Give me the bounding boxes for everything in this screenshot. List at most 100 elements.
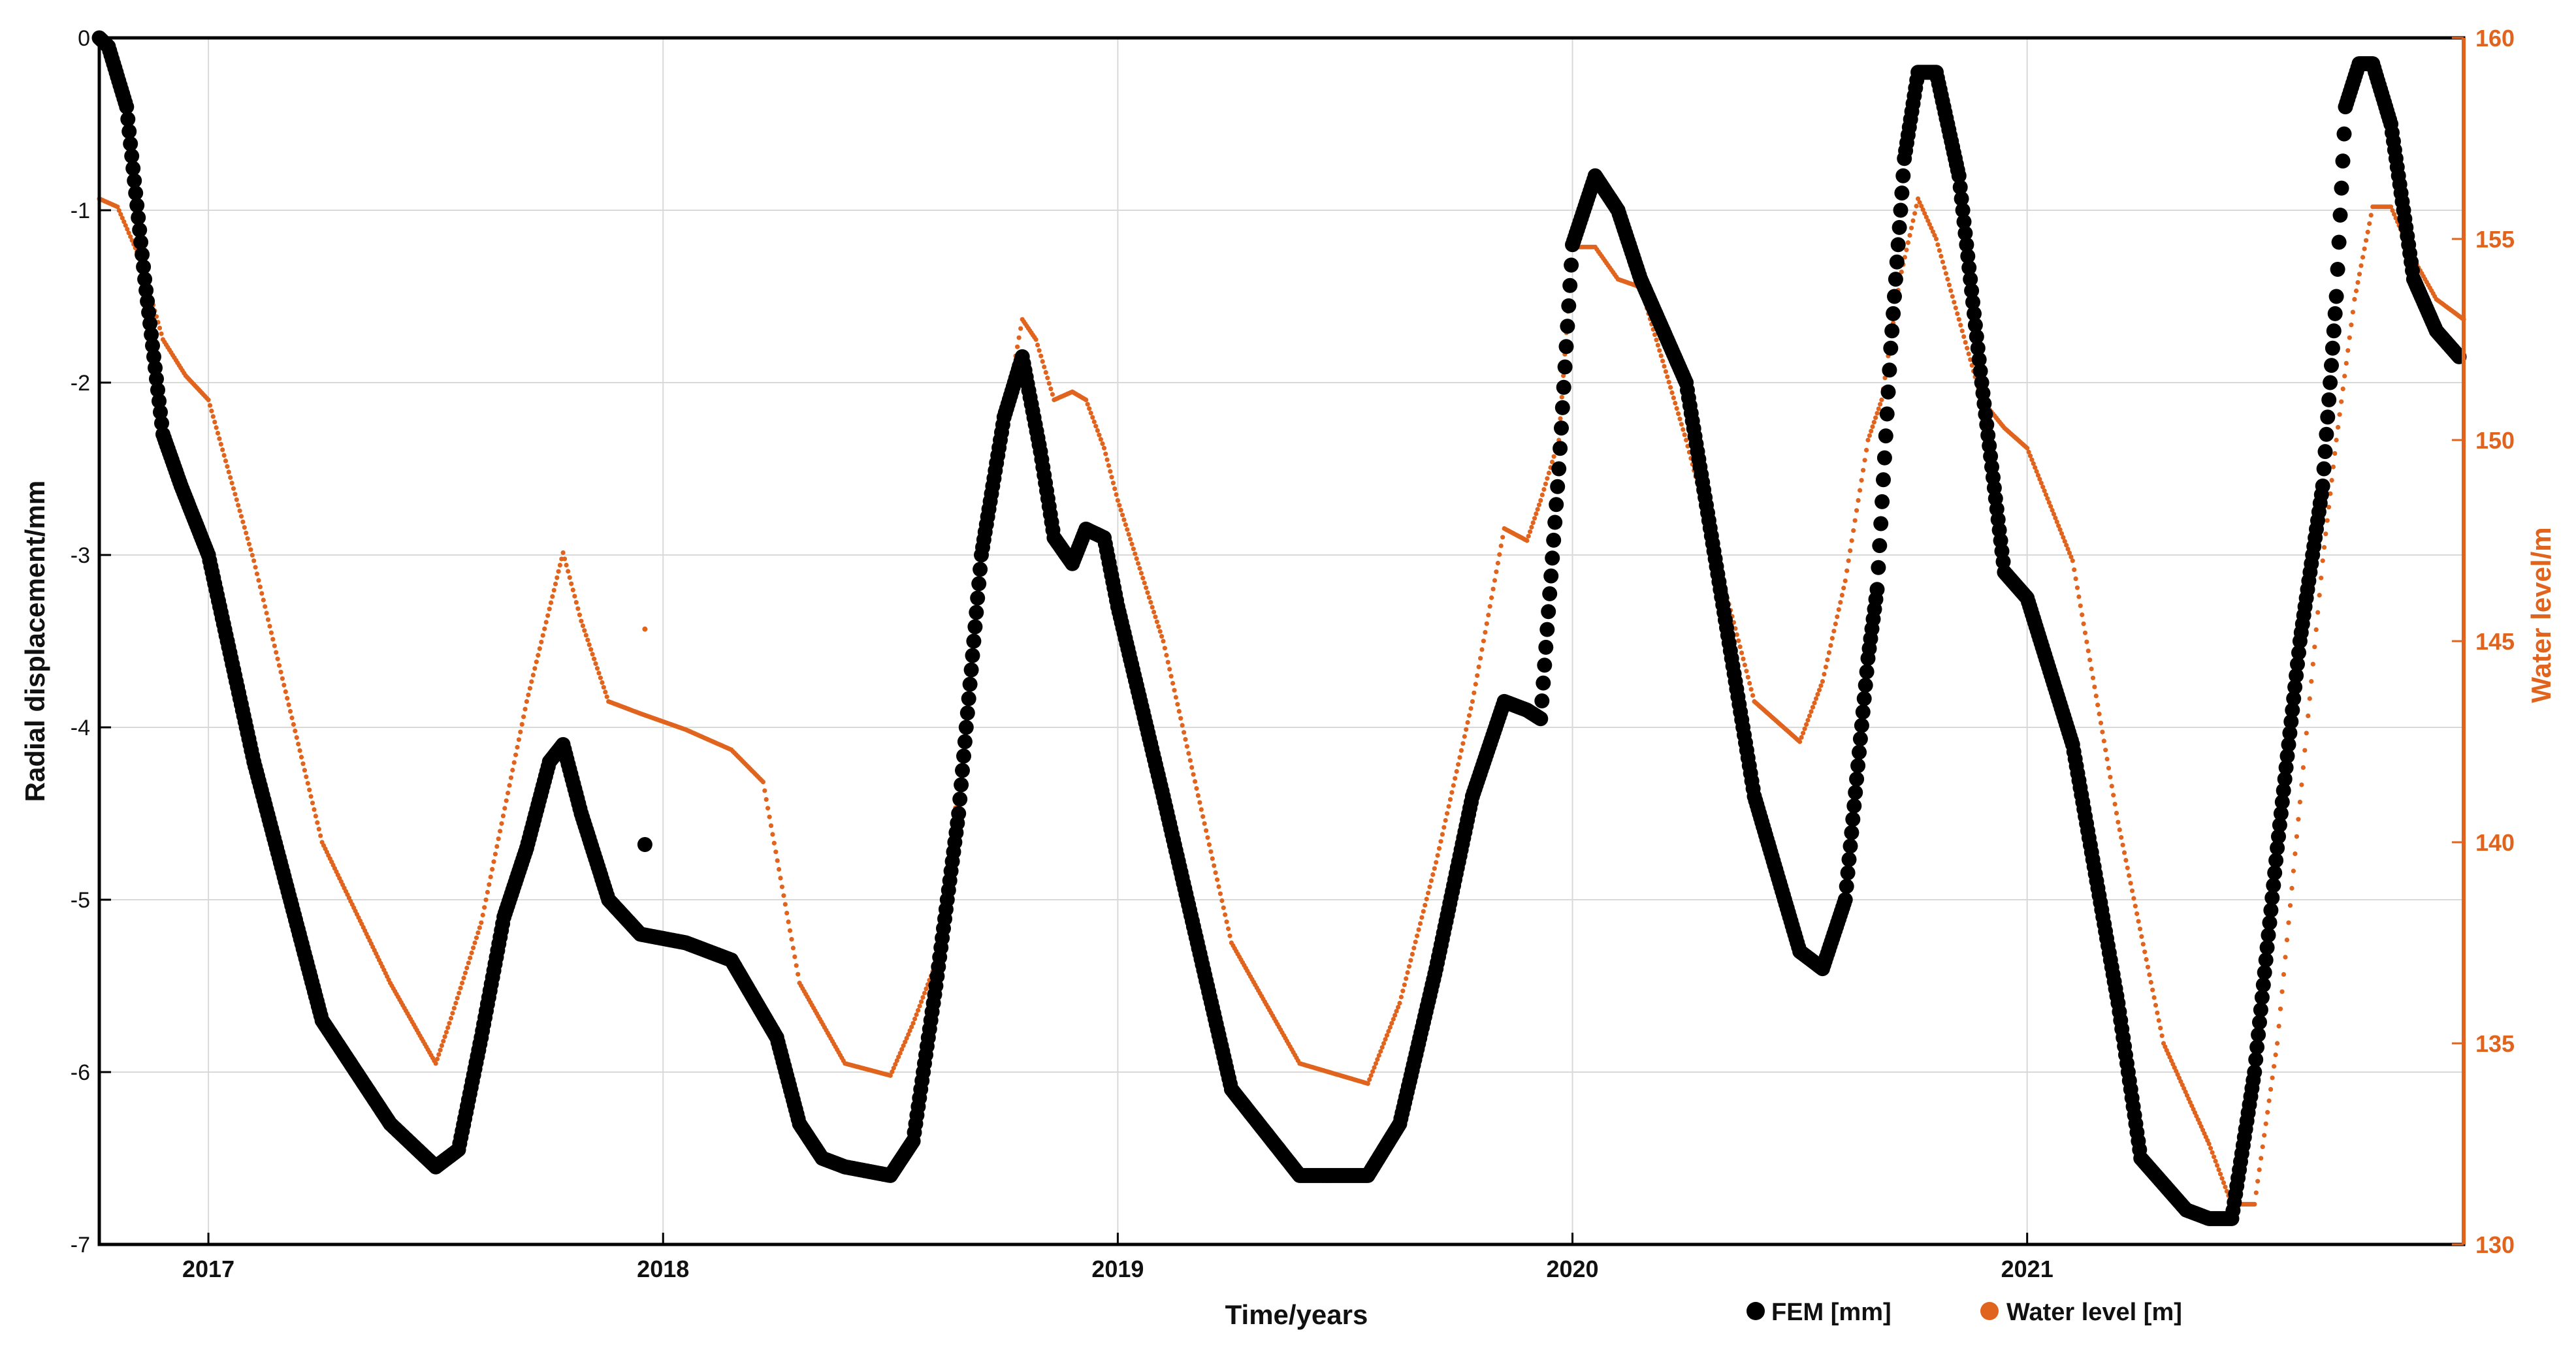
water-level-point — [2296, 817, 2301, 822]
water-level-point — [1739, 650, 1745, 656]
water-level-point — [246, 541, 252, 546]
water-level-point — [1440, 832, 1445, 837]
water-level-point — [572, 593, 577, 599]
water-level-point — [542, 626, 547, 631]
water-level-point — [888, 1073, 893, 1078]
water-level-point — [1797, 739, 1803, 744]
water-level-point — [1682, 432, 1687, 437]
water-level-point — [2183, 1089, 2188, 1094]
water-level-point — [312, 807, 317, 812]
fem-point — [150, 382, 165, 398]
water-level-point — [2289, 885, 2294, 891]
fem-point — [1961, 260, 1977, 276]
water-level-point — [1839, 593, 1844, 598]
water-level-point — [530, 672, 536, 678]
water-level-point — [1423, 902, 1428, 908]
water-level-point — [1799, 735, 1804, 740]
fem-point — [2287, 679, 2303, 695]
water-level-point — [906, 1032, 911, 1037]
water-level-point — [1867, 433, 1872, 438]
water-level-point — [2081, 621, 2086, 627]
water-level-point — [1393, 1013, 1398, 1018]
water-level-point — [1919, 204, 1924, 209]
water-level-point — [1551, 454, 1556, 459]
water-level-point — [499, 821, 504, 826]
water-level-point — [242, 525, 247, 530]
fem-point — [149, 371, 164, 387]
y-tick-label: -6 — [71, 1060, 90, 1085]
water-level-point — [226, 469, 231, 475]
water-level-point — [1815, 691, 1820, 697]
water-level-point — [1662, 364, 1667, 369]
water-level-point — [1397, 1000, 1402, 1005]
fem-point — [1893, 202, 1908, 218]
water-level-point — [1042, 364, 1047, 370]
water-level-point — [1215, 877, 1220, 882]
water-level-point — [2278, 1006, 2283, 1011]
fem-point — [1556, 379, 1571, 395]
water-level-point — [2033, 465, 2038, 470]
water-level-point — [1750, 693, 1756, 698]
water-level-point — [261, 597, 266, 603]
water-level-point — [1473, 682, 1478, 687]
water-level-point — [2092, 684, 2097, 689]
water-level-point — [455, 996, 460, 1001]
water-level-point — [1835, 614, 1840, 620]
water-level-point — [1486, 612, 1491, 618]
water-level-point — [521, 714, 526, 720]
water-level-point — [2265, 1110, 2270, 1115]
water-level-point — [596, 671, 602, 676]
fem-point — [2263, 902, 2279, 918]
water-level-point — [914, 1012, 919, 1017]
legend-fem-marker — [1747, 1302, 1765, 1320]
fem-point — [123, 136, 138, 151]
fem-point — [1554, 420, 1569, 436]
y-right-axis-ticks: 160 155 150 145 140 135 130 — [2452, 25, 2515, 1258]
water-level-point — [218, 441, 223, 447]
fem-point — [2320, 409, 2336, 425]
water-level-point — [215, 430, 221, 436]
fem-point — [1545, 550, 1560, 566]
y-tick-label: 0 — [78, 26, 90, 51]
water-level-point — [1015, 344, 1020, 349]
water-level-point — [904, 1036, 909, 1041]
water-level-point — [2025, 445, 2030, 451]
water-level-point — [254, 571, 260, 577]
fem-point — [2273, 806, 2289, 821]
water-level-point — [2125, 865, 2130, 870]
water-level-point — [248, 547, 253, 552]
water-level-point — [890, 1069, 895, 1075]
water-level-point — [2159, 1033, 2165, 1038]
water-level-point — [1677, 417, 1682, 422]
water-level-point — [2325, 518, 2330, 523]
water-level-point — [1106, 463, 1112, 468]
fem-point — [121, 123, 137, 139]
fem-point — [136, 259, 152, 275]
y-right-tick-label: 130 — [2475, 1231, 2515, 1258]
water-level-point — [1674, 406, 1679, 411]
water-level-point — [1541, 487, 1547, 492]
water-level-point — [480, 912, 485, 918]
water-level-point — [1479, 647, 1485, 652]
water-level-point — [2042, 488, 2047, 494]
water-level-point — [1494, 569, 1499, 575]
water-level-point — [234, 497, 239, 502]
water-level-point — [1460, 741, 1466, 746]
water-level-point — [534, 659, 539, 665]
water-level-point — [472, 940, 477, 945]
water-level-point — [2082, 630, 2088, 635]
water-level-point — [540, 633, 545, 638]
water-level-point — [912, 1017, 918, 1022]
water-level-point — [2283, 955, 2288, 960]
water-level-point — [1375, 1057, 1380, 1062]
water-level-point — [1432, 866, 1437, 871]
water-level-point — [231, 486, 236, 491]
fem-point — [2290, 656, 2305, 672]
water-level-point — [1966, 351, 1971, 356]
fem-point — [145, 338, 160, 353]
water-level-point — [1475, 673, 1480, 678]
water-level-point — [2342, 373, 2347, 379]
water-level-point — [1495, 560, 1500, 566]
water-level-point — [775, 858, 780, 863]
fem-point — [1951, 168, 1967, 183]
